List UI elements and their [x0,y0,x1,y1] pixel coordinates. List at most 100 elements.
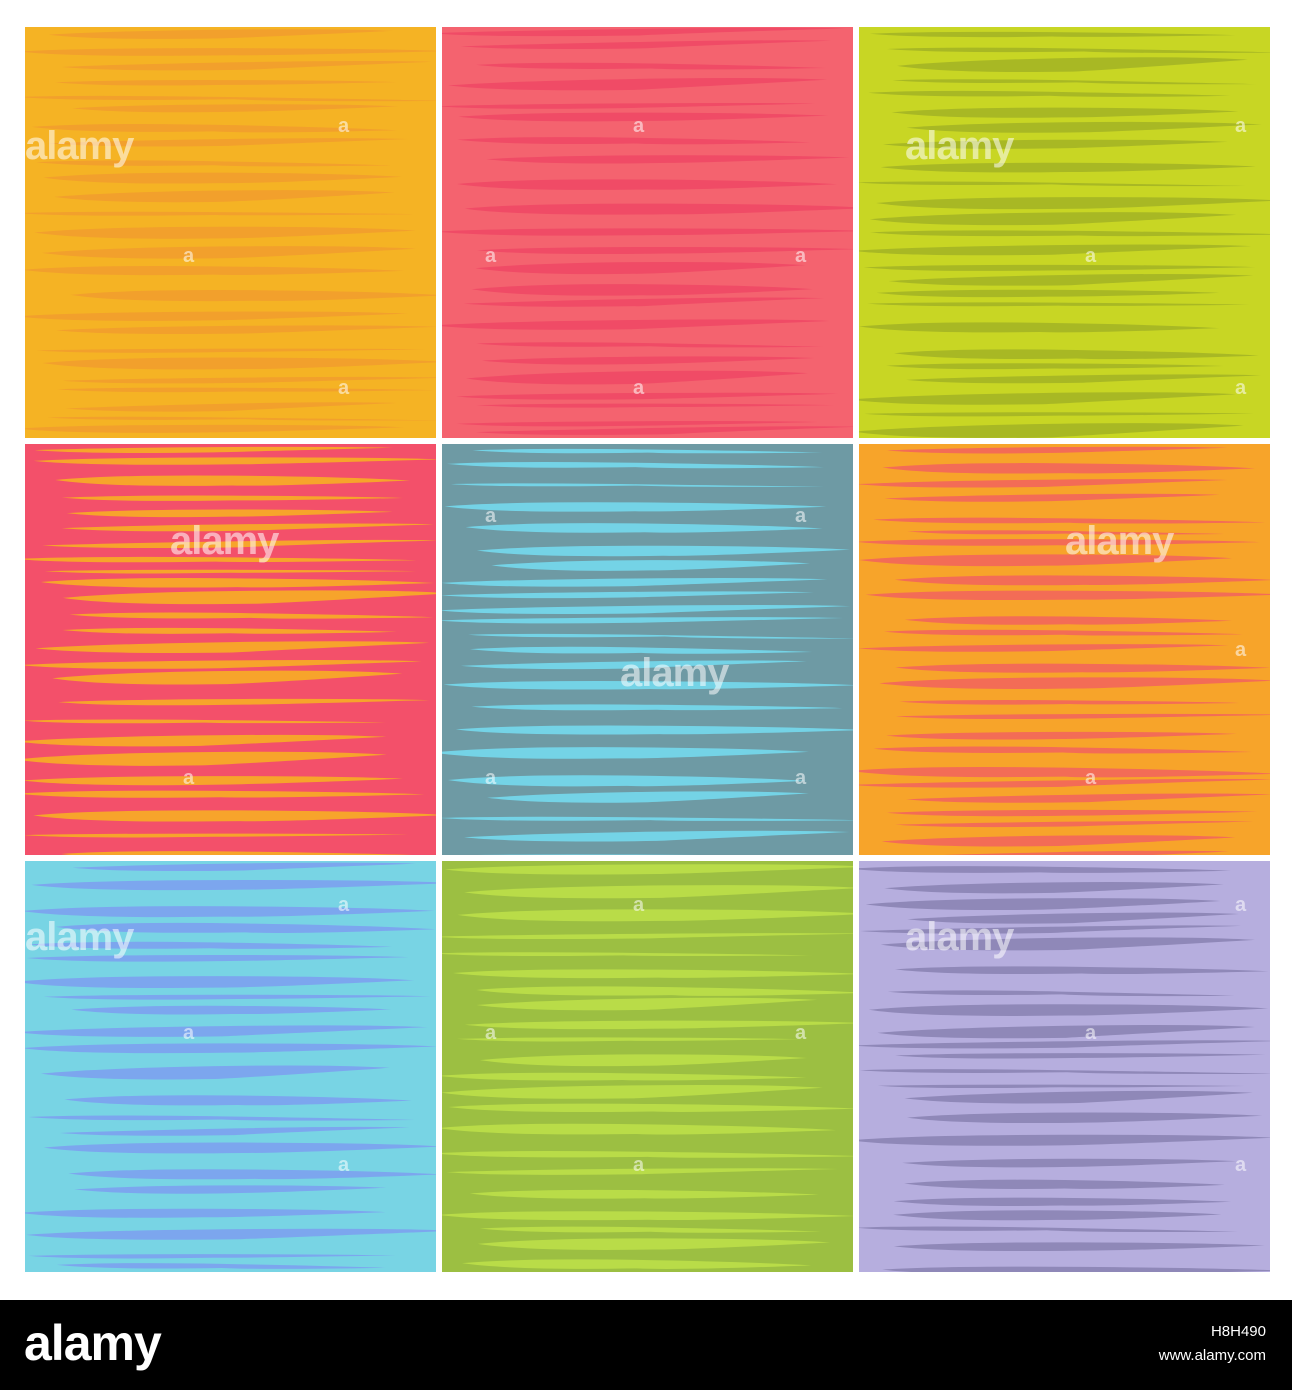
stripe-texture [25,446,436,855]
texture-tile-lime [859,27,1270,438]
texture-stripe [471,284,813,296]
texture-stripe [61,523,434,532]
texture-stripe [876,289,1220,298]
texture-stripe [480,1054,807,1067]
texture-stripe [873,517,1266,524]
texture-stripe [883,139,1228,149]
texture-stripe [456,421,818,427]
texture-stripe [25,1025,428,1037]
texture-stripe [902,1158,1237,1168]
texture-stripe [868,90,1231,97]
texture-stripe [893,1242,1265,1252]
texture-stripe [864,412,1254,417]
texture-stripe [859,644,1229,652]
texture-stripe [25,833,408,838]
texture-stripe [72,862,416,872]
texture-stripe [54,190,395,203]
texture-stripe [859,392,1237,405]
texture-stripe [481,356,815,365]
texture-stripe [442,1085,823,1099]
texture-stripe [25,1208,386,1218]
texture-stripe [56,325,436,335]
texture-stripe [456,179,837,190]
texture-tile-red [442,27,853,438]
texture-stripe [904,616,1232,625]
texture-stripe [68,1169,436,1180]
texture-stripe [25,311,408,321]
texture-stripe [472,448,823,454]
texture-stripe [469,1189,819,1199]
texture-stripe [69,612,434,619]
texture-stripe [476,997,818,1011]
texture-stripe [468,633,853,639]
texture-stripe [442,1072,807,1081]
texture-stripe [442,747,809,759]
texture-stripe [442,102,816,109]
texture-stripe [457,137,811,145]
texture-stripe [859,1226,1238,1232]
texture-stripe [443,681,853,690]
texture-stripe [457,1037,803,1042]
texture-stripe [47,416,436,421]
texture-stripe [477,246,853,255]
texture-stripe [895,663,1270,673]
texture-tile-red-orange [25,444,436,855]
texture-stripe [859,766,1270,778]
texture-stripe [62,376,436,384]
texture-stripe [25,424,405,433]
texture-stripe [894,966,1269,975]
texture-stripe [36,348,427,353]
texture-stripe [34,446,393,453]
texture-stripe [883,629,1243,636]
texture-stripe [859,554,1233,567]
texture-stripe [33,457,436,465]
texture-stripe [42,357,436,370]
texture-stripe [446,461,824,469]
texture-stripe [892,79,1261,85]
texture-tile-orange-coral [859,444,1270,855]
texture-stripe [886,809,1258,817]
texture-stripe [442,591,814,599]
texture-stripe [26,1228,436,1240]
texture-stripe [888,274,1254,286]
texture-stripe [943,850,1229,855]
texture-stripe [55,80,397,86]
texture-stripe [58,698,430,706]
texture-stripe [859,778,1270,788]
texture-stripe [897,57,1248,72]
texture-stripe [882,1266,1270,1272]
texture-stripe [899,700,1240,705]
texture-stripe [906,793,1270,803]
texture-stripe [907,912,1239,924]
texture-stripe [464,203,853,215]
texture-stripe [891,107,1239,118]
texture-stripe [869,212,1237,226]
texture-stripe [471,704,843,711]
texture-stripe [43,994,431,1000]
texture-stripe [869,31,1236,38]
texture-stripe [881,835,1236,847]
texture-tile-green [442,861,853,1272]
texture-stripe [28,1254,396,1259]
texture-stripe [475,262,806,275]
texture-stripe [442,1211,853,1221]
texture-stripe [880,162,1256,173]
texture-stripe [47,138,409,147]
texture-stripe [25,719,386,724]
texture-stripe [460,660,807,670]
texture-stripe [25,556,417,563]
texture-stripe [450,483,825,487]
texture-stripe [904,1090,1253,1104]
texture-stripe [859,322,1220,333]
texture-stripe [66,509,393,518]
texture-stripe [476,545,851,557]
texture-stripe [28,941,393,949]
texture-stripe [25,48,436,56]
texture-stripe [444,502,827,512]
stripe-texture [859,31,1270,438]
image-id: H8H490 [1210,1323,1266,1340]
texture-stripe [886,731,1237,740]
texture-stripe [64,1095,412,1106]
texture-stripe [859,1069,1270,1074]
texture-stripe [442,1151,853,1158]
